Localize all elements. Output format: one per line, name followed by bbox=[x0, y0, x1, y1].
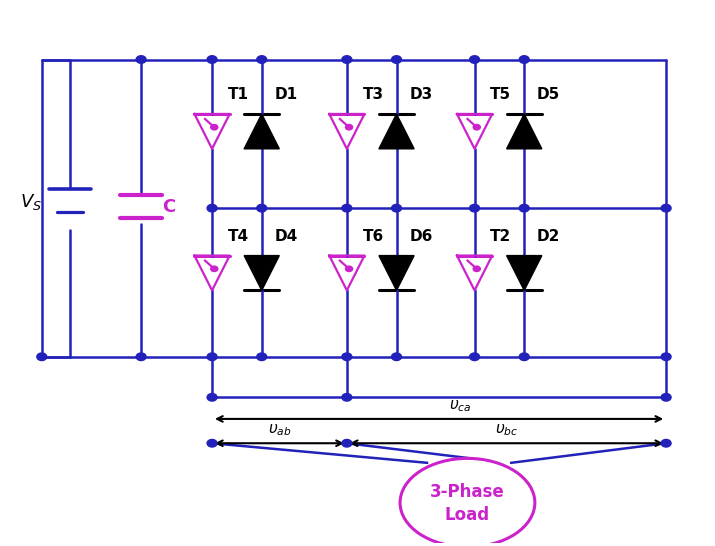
Text: D4: D4 bbox=[275, 229, 297, 244]
Polygon shape bbox=[507, 114, 542, 149]
Circle shape bbox=[342, 204, 352, 212]
Circle shape bbox=[345, 124, 352, 130]
Circle shape bbox=[470, 353, 480, 360]
Circle shape bbox=[470, 204, 480, 212]
Text: $V_S$: $V_S$ bbox=[20, 192, 42, 212]
Circle shape bbox=[211, 266, 218, 271]
Circle shape bbox=[211, 124, 218, 130]
Circle shape bbox=[342, 353, 352, 360]
Circle shape bbox=[345, 266, 352, 271]
Circle shape bbox=[519, 56, 529, 63]
Circle shape bbox=[207, 353, 217, 360]
Circle shape bbox=[136, 353, 146, 360]
Circle shape bbox=[342, 440, 352, 447]
Polygon shape bbox=[244, 114, 280, 149]
Text: T1: T1 bbox=[227, 87, 249, 102]
Circle shape bbox=[661, 440, 671, 447]
Circle shape bbox=[207, 440, 217, 447]
Circle shape bbox=[661, 394, 671, 401]
Text: T6: T6 bbox=[363, 229, 384, 244]
Circle shape bbox=[257, 353, 267, 360]
Circle shape bbox=[470, 56, 480, 63]
Circle shape bbox=[661, 353, 671, 360]
Circle shape bbox=[257, 204, 267, 212]
Circle shape bbox=[342, 56, 352, 63]
Text: $\upsilon_{bc}$: $\upsilon_{bc}$ bbox=[495, 423, 518, 438]
Circle shape bbox=[392, 204, 402, 212]
Circle shape bbox=[519, 204, 529, 212]
Text: D2: D2 bbox=[537, 229, 561, 244]
Text: $\upsilon_{ab}$: $\upsilon_{ab}$ bbox=[267, 423, 291, 438]
Polygon shape bbox=[379, 114, 414, 149]
Circle shape bbox=[207, 204, 217, 212]
Polygon shape bbox=[507, 256, 542, 290]
Text: D5: D5 bbox=[537, 87, 561, 102]
Text: D6: D6 bbox=[409, 229, 433, 244]
Text: Load: Load bbox=[445, 506, 490, 524]
Circle shape bbox=[342, 394, 352, 401]
Circle shape bbox=[661, 204, 671, 212]
Circle shape bbox=[207, 394, 217, 401]
Circle shape bbox=[473, 266, 480, 271]
Polygon shape bbox=[379, 256, 414, 290]
Text: T5: T5 bbox=[490, 87, 511, 102]
Circle shape bbox=[519, 353, 529, 360]
Text: C: C bbox=[162, 198, 176, 216]
Circle shape bbox=[207, 56, 217, 63]
Circle shape bbox=[257, 56, 267, 63]
Circle shape bbox=[392, 56, 402, 63]
Circle shape bbox=[392, 353, 402, 360]
Text: D3: D3 bbox=[409, 87, 433, 102]
Text: 3-Phase: 3-Phase bbox=[430, 483, 505, 501]
Circle shape bbox=[37, 353, 46, 360]
Polygon shape bbox=[244, 256, 280, 290]
Text: T4: T4 bbox=[227, 229, 249, 244]
Text: T2: T2 bbox=[490, 229, 511, 244]
Circle shape bbox=[136, 56, 146, 63]
Circle shape bbox=[473, 124, 480, 130]
Text: T3: T3 bbox=[363, 87, 383, 102]
Text: D1: D1 bbox=[275, 87, 297, 102]
Text: $\upsilon_{ca}$: $\upsilon_{ca}$ bbox=[449, 398, 472, 414]
